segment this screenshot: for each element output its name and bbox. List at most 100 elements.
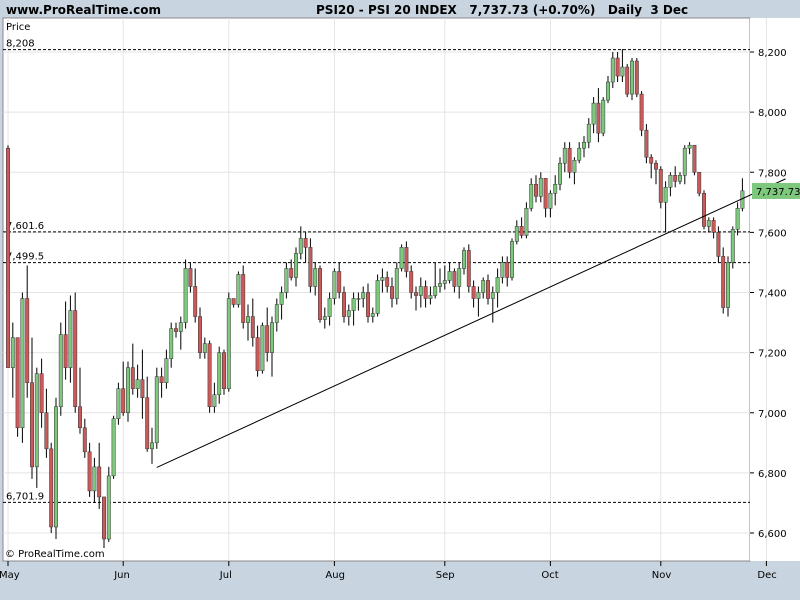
candle-body-up (370, 313, 375, 317)
candle (308, 238, 313, 293)
y-tick-label: 7,200 (758, 349, 787, 360)
candle-body-up (606, 81, 610, 101)
candle-body-up (270, 322, 274, 353)
candle (20, 292, 25, 443)
candle-body-down (73, 310, 78, 407)
candle (582, 136, 586, 158)
candle-body-up (514, 226, 519, 242)
candle-body-up (20, 298, 25, 429)
candle (44, 388, 49, 458)
candle (380, 268, 385, 293)
candle-body-down (634, 60, 639, 95)
reference-lines: 8,208 7,601.6 7,499.5 6,701.9 (3, 39, 750, 503)
candle-body-up (212, 394, 217, 407)
candle (154, 367, 159, 449)
candle (438, 268, 442, 293)
candle (39, 358, 44, 428)
candle (510, 238, 514, 281)
candle (87, 442, 92, 497)
candle-body-up (54, 406, 58, 528)
copyright: © ProRealTime.com (5, 549, 105, 560)
candle-body-down (145, 397, 150, 450)
y-axis-title: Price (6, 22, 30, 33)
y-tick-label: 7,600 (758, 228, 787, 239)
candle (687, 142, 692, 155)
candle (298, 226, 303, 260)
candle-body-down (534, 184, 538, 197)
candle (711, 217, 716, 239)
candle (34, 367, 39, 488)
candle (188, 262, 193, 293)
site-url[interactable]: www.ProRealTime.com (6, 3, 161, 17)
candle-body-down (702, 193, 706, 227)
candle-body-up (447, 271, 452, 281)
candle (678, 172, 682, 185)
candle-body-up (586, 123, 591, 143)
candle-body-up (68, 310, 73, 368)
candle-body-down (255, 337, 260, 371)
candle (726, 256, 730, 317)
candle (730, 226, 735, 269)
candle-body-down (63, 334, 68, 368)
candle-body-up (111, 418, 116, 477)
candle (658, 166, 663, 209)
y-tick-label: 8,000 (758, 108, 787, 119)
candle (390, 277, 394, 308)
candle (591, 97, 596, 134)
candle (534, 175, 538, 203)
candle-body-up (217, 352, 222, 395)
reference-line-label: 7,601.6 (6, 221, 44, 232)
candle (620, 48, 625, 83)
candle-body-up (481, 280, 486, 293)
candles (6, 48, 745, 549)
candle (553, 175, 558, 206)
candle (577, 142, 582, 164)
candle-body-down (414, 292, 418, 296)
candle-body-up (284, 268, 289, 293)
candle (543, 178, 548, 218)
candle (135, 364, 140, 398)
candle-body-up (577, 147, 582, 161)
candle (558, 157, 562, 191)
candle-body-down (409, 271, 414, 293)
candle (447, 262, 452, 284)
candle-body-up (500, 262, 505, 278)
candle (207, 340, 212, 413)
candle-body-up (630, 60, 634, 95)
candle-body-down (289, 268, 294, 278)
candle-body-down (39, 373, 44, 414)
candle-body-up (106, 475, 111, 540)
candle-body-down (193, 286, 198, 317)
candle-body-up (687, 144, 692, 149)
trendline-line (156, 178, 786, 468)
candle-body-up (706, 220, 711, 227)
candle (548, 190, 553, 218)
candle (246, 304, 250, 341)
candle (481, 277, 486, 299)
candle-body-down (658, 168, 663, 203)
candle (250, 298, 255, 347)
candle-body-up (620, 66, 625, 77)
candle-body-up (279, 292, 284, 305)
x-tick-label: Oct (541, 570, 558, 581)
candle (92, 457, 97, 503)
candle-body-up (572, 159, 577, 173)
candle-body-down (390, 286, 394, 299)
candle (476, 286, 481, 317)
candle (529, 178, 534, 212)
candle (692, 144, 697, 176)
candle-body-up (510, 241, 514, 278)
candle-body-down (140, 379, 145, 398)
candle-body-up (260, 325, 265, 371)
candle-body-down (6, 147, 10, 368)
y-axis-area (750, 18, 800, 561)
candle-body-up (399, 247, 404, 269)
candle (538, 172, 543, 203)
candle (327, 292, 332, 326)
candle-body-down (198, 316, 202, 353)
candle (183, 259, 188, 329)
candle-body-up (313, 268, 318, 287)
candle-body-up (428, 295, 433, 299)
candle (490, 286, 495, 323)
candle-body-up (735, 208, 740, 230)
